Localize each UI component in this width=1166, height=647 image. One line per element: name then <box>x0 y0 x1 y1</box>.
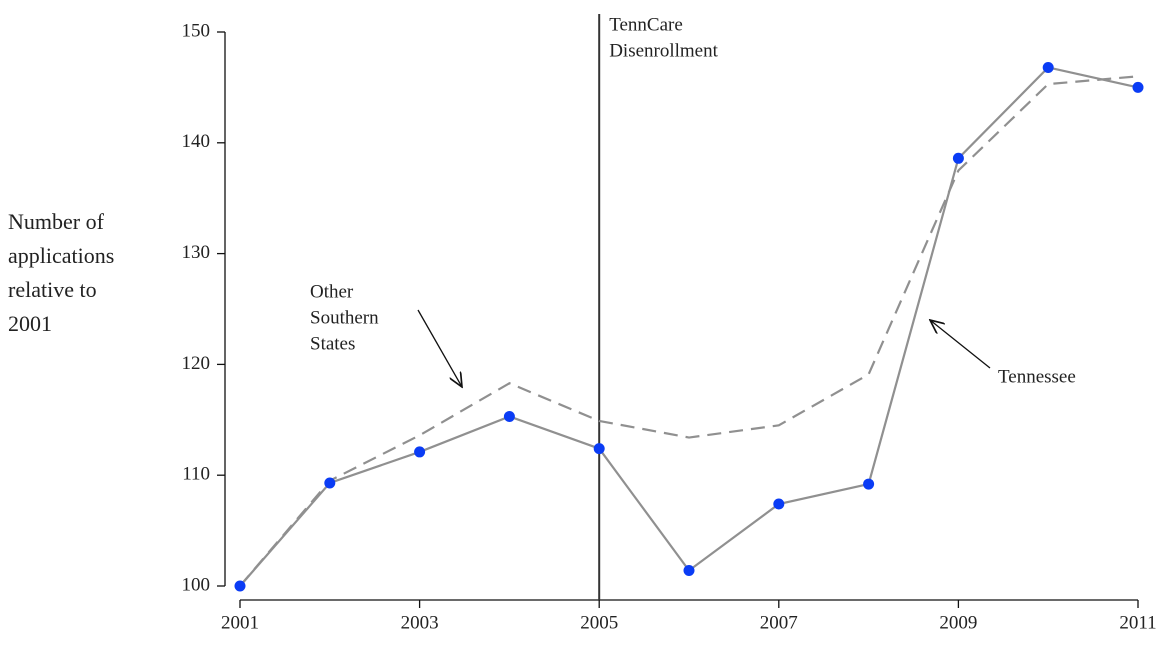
arrow <box>417 309 462 387</box>
x-tick-label: 2005 <box>580 612 618 633</box>
data-point <box>324 477 336 489</box>
y-axis-label: Number of <box>8 209 105 234</box>
x-tick-label: 2003 <box>401 612 439 633</box>
series-line <box>239 75 1139 587</box>
data-point <box>503 410 515 422</box>
data-point <box>773 498 785 510</box>
y-axis-label: 2001 <box>8 311 52 336</box>
event-label: TennCare <box>609 14 683 35</box>
annotation: Tennessee <box>998 366 1076 387</box>
data-point <box>234 580 246 592</box>
data-point <box>683 564 695 576</box>
y-tick-label: 110 <box>182 464 210 485</box>
y-tick-label: 100 <box>182 574 211 595</box>
data-point <box>1132 81 1144 93</box>
annotation: Other <box>310 281 354 302</box>
data-point <box>1042 61 1054 73</box>
x-tick-label: 2009 <box>939 612 977 633</box>
y-tick-label: 130 <box>182 242 211 263</box>
y-tick-label: 120 <box>182 353 211 374</box>
x-tick-label: 2001 <box>221 612 259 633</box>
data-point <box>863 478 875 490</box>
annotation: States <box>310 333 355 354</box>
data-point <box>414 446 426 458</box>
x-tick-label: 2011 <box>1119 612 1156 633</box>
y-axis-label: applications <box>8 243 114 268</box>
arrow <box>930 320 991 369</box>
data-point <box>952 152 964 164</box>
event-label: Disenrollment <box>609 40 718 61</box>
y-tick-label: 140 <box>182 131 211 152</box>
annotation: Southern <box>310 307 379 328</box>
x-tick-label: 2007 <box>760 612 798 633</box>
y-axis-label: relative to <box>8 277 97 302</box>
data-point <box>593 443 605 455</box>
y-tick-label: 150 <box>182 20 211 41</box>
